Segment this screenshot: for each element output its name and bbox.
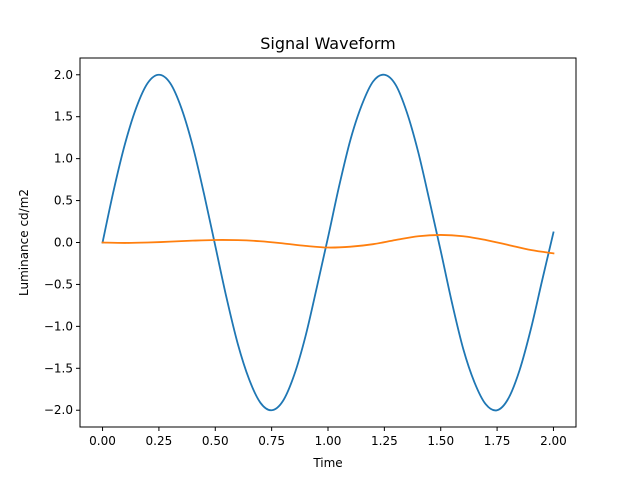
plot-frame: [79, 57, 577, 428]
x-tick-label: 0.50: [202, 434, 229, 448]
x-tick-label: 1.00: [315, 434, 342, 448]
y-tick-label: −2.0: [44, 403, 73, 417]
x-tick-label: 0.00: [89, 434, 116, 448]
x-axis-label: Time: [312, 456, 342, 470]
series-line-2: [101, 234, 555, 255]
y-tick-label: 2.0: [54, 68, 73, 82]
x-tick-label: 1.25: [371, 434, 398, 448]
series-line-1: [101, 73, 555, 412]
y-axis-ticks: −2.0 −1.5 −1.0 −0.5 0.0 0.5 1.0 1.5 2.0: [44, 68, 80, 417]
y-tick-label: −1.0: [44, 319, 73, 333]
y-tick-label: −0.5: [44, 277, 73, 291]
y-tick-label: 0.5: [54, 194, 73, 208]
y-tick-label: 1.0: [54, 152, 73, 166]
series-layer: [101, 73, 555, 412]
x-tick-label: 1.75: [484, 434, 511, 448]
x-tick-label: 1.50: [427, 434, 454, 448]
x-tick-label: 2.00: [540, 434, 567, 448]
y-tick-label: 1.5: [54, 110, 73, 124]
y-axis-label: Luminance cd/m2: [17, 189, 31, 296]
y-tick-label: 0.0: [54, 236, 73, 250]
y-tick-label: −1.5: [44, 361, 73, 375]
x-tick-label: 0.75: [258, 434, 285, 448]
chart-title: Signal Waveform: [260, 34, 395, 53]
x-tick-label: 0.25: [146, 434, 173, 448]
x-axis-ticks: 0.00 0.25 0.50 0.75 1.00 1.25 1.50 1.75 2.00: [89, 427, 567, 448]
